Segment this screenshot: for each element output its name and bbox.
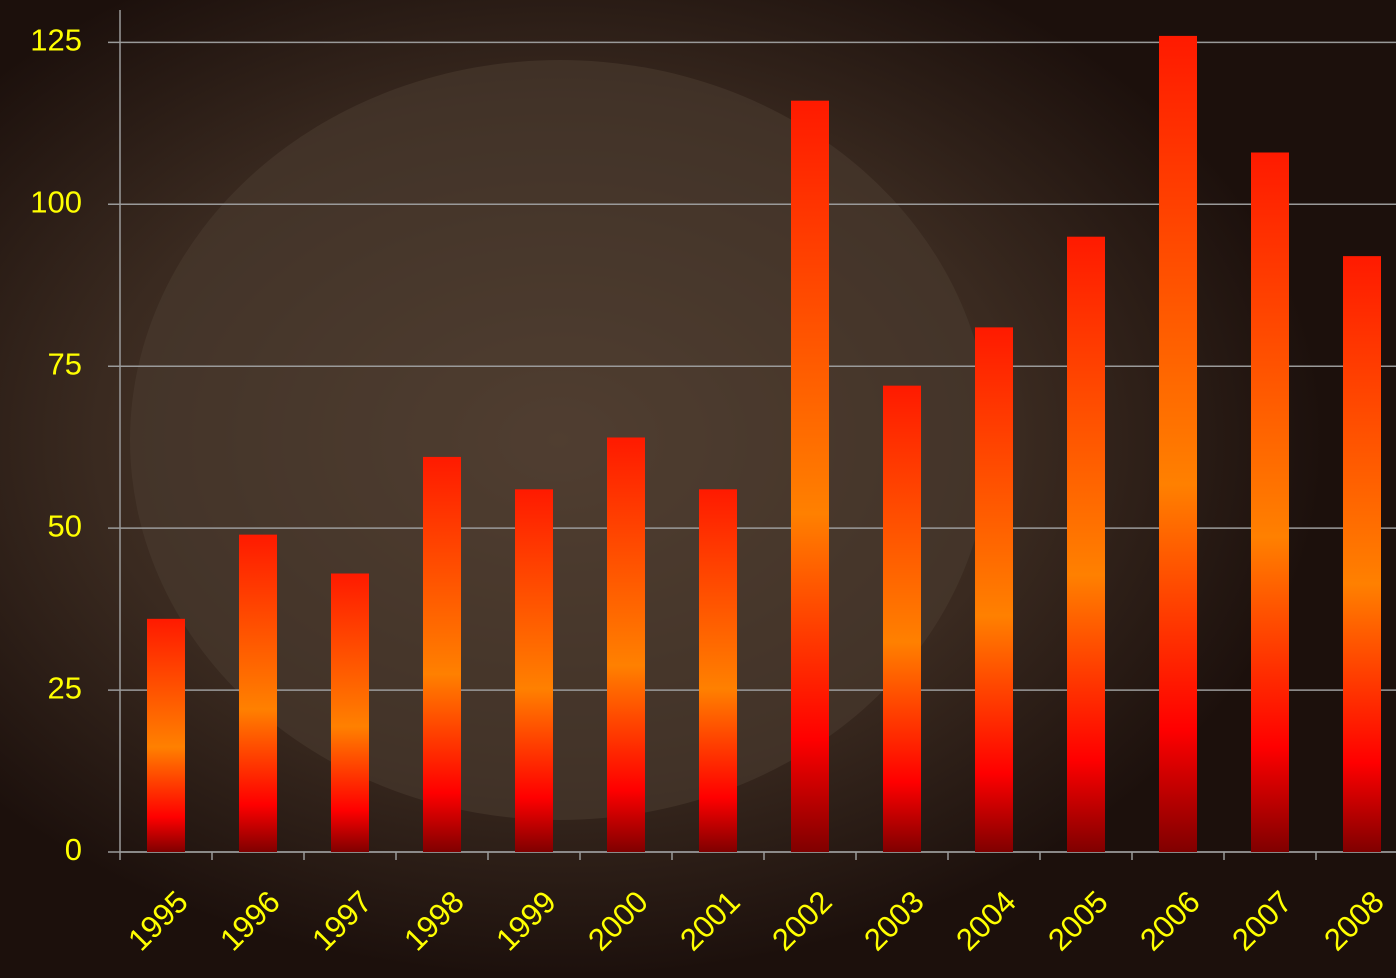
y-tick-label: 0 xyxy=(65,832,82,867)
bar xyxy=(1067,236,1105,852)
y-tick-label: 100 xyxy=(30,184,82,219)
y-tick-label: 50 xyxy=(48,508,82,543)
bar xyxy=(331,573,369,852)
bar xyxy=(791,100,829,852)
bar xyxy=(239,534,277,852)
bar xyxy=(1251,152,1289,852)
bar xyxy=(1159,35,1197,852)
bar xyxy=(975,327,1013,852)
bar xyxy=(883,385,921,852)
bar xyxy=(147,618,185,852)
y-tick-label: 75 xyxy=(48,346,82,381)
bar xyxy=(699,489,737,852)
bar xyxy=(423,456,461,852)
bar xyxy=(607,437,645,852)
bar xyxy=(515,489,553,852)
y-tick-label: 125 xyxy=(30,23,82,58)
y-tick-label: 25 xyxy=(48,670,82,705)
bar xyxy=(1343,256,1381,853)
